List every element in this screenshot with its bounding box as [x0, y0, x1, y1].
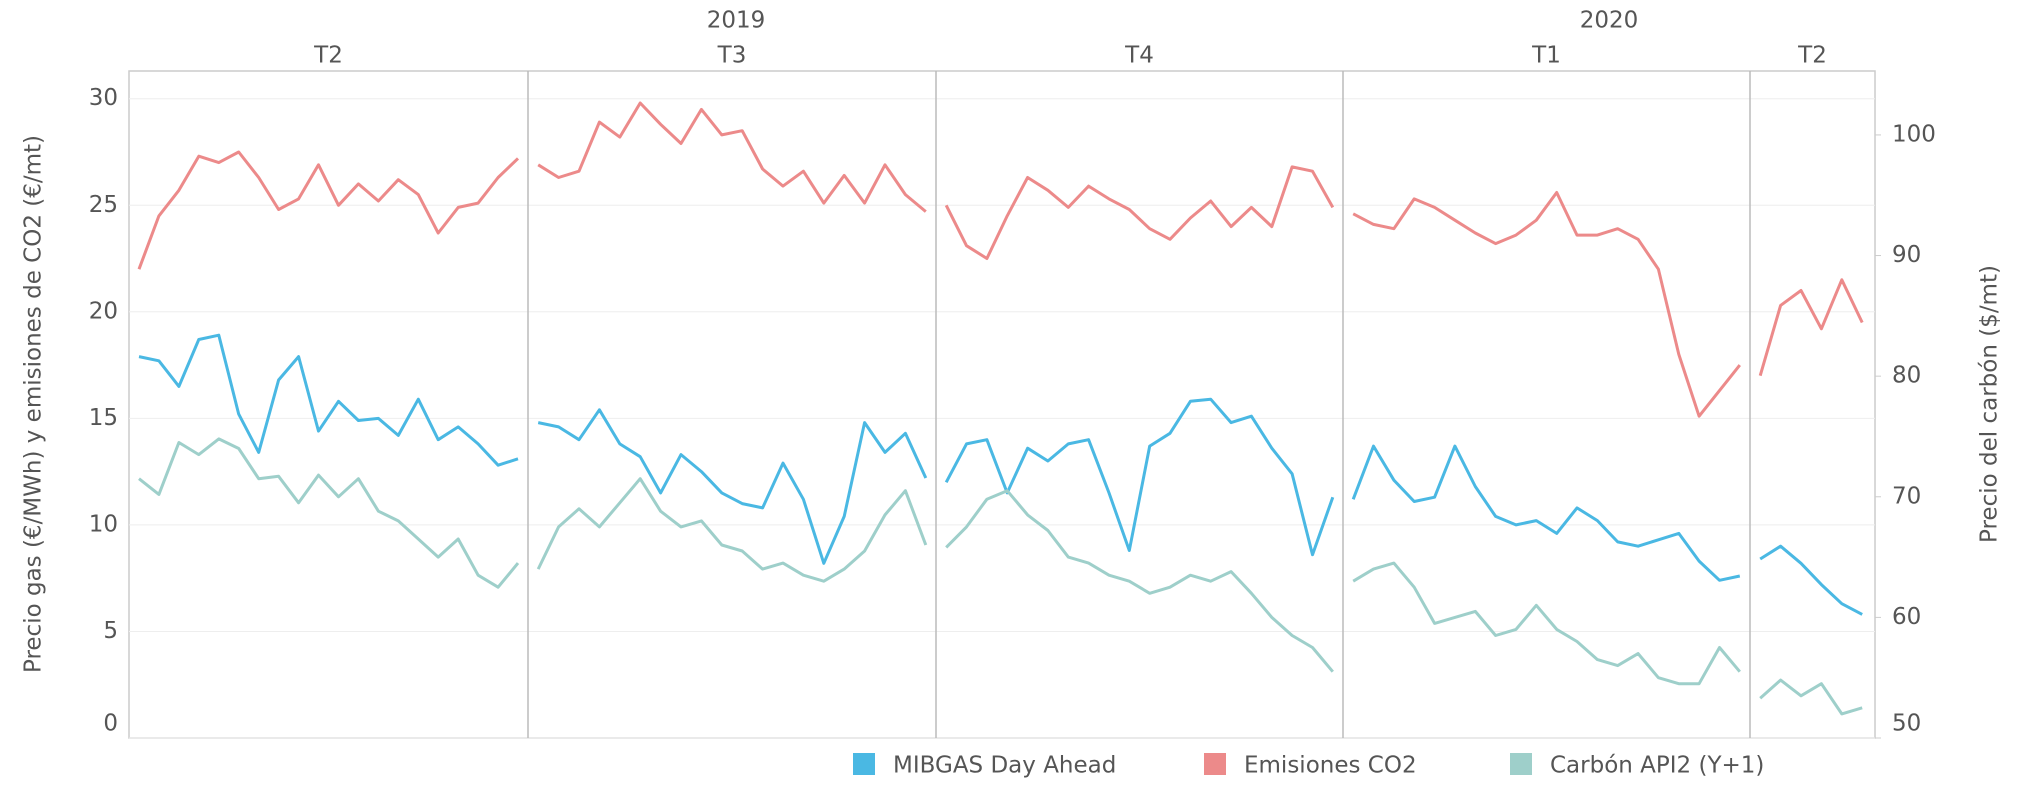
quarter-label: T4 [1124, 43, 1154, 69]
y-tick-label: 10 [89, 511, 118, 537]
y2-tick-label: 80 [1892, 363, 1921, 389]
y-tick-label: 5 [103, 618, 118, 644]
y2-tick-label: 60 [1892, 604, 1921, 630]
legend-swatch [853, 753, 875, 775]
y-axis-title: Precio gas (€/MWh) y emisiones de CO2 (€… [21, 135, 47, 673]
y2-tick-label: 50 [1892, 711, 1921, 737]
legend-label: Carbón API2 (Y+1) [1550, 753, 1764, 779]
series-line [138, 333, 1863, 616]
y2-tick-label: 100 [1892, 121, 1936, 147]
y2-tick-label: 90 [1892, 242, 1921, 268]
legend-swatch [1510, 753, 1532, 775]
quarter-label: T1 [1531, 43, 1561, 69]
y2-tick-label: 70 [1892, 483, 1921, 509]
quarter-label: T3 [717, 43, 747, 69]
y2-axis-title: Precio del carbón ($/mt) [1977, 265, 2003, 543]
legend-label: Emisiones CO2 [1244, 753, 1417, 779]
y-tick-label: 25 [89, 192, 118, 218]
plot-frame [128, 70, 1876, 739]
y-tick-label: 30 [89, 85, 118, 111]
year-label: 2020 [1580, 8, 1639, 34]
y-tick-label: 15 [89, 405, 118, 431]
y-tick-label: 20 [89, 298, 118, 324]
legend-label: MIBGAS Day Ahead [893, 753, 1116, 779]
quarter-label: T2 [313, 43, 343, 69]
series-line [137, 101, 1864, 418]
legend-swatch [1204, 753, 1226, 775]
series-line [138, 437, 1863, 716]
y-tick-label: 0 [103, 711, 118, 737]
year-label: 2019 [707, 8, 766, 34]
quarter-label: T2 [1797, 43, 1827, 69]
